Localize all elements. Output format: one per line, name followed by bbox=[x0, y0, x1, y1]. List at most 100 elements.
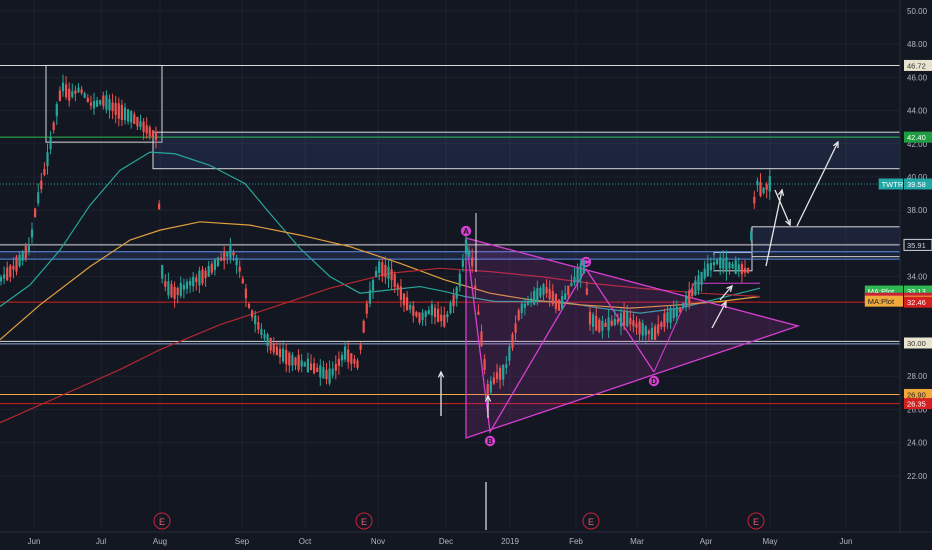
candle bbox=[381, 259, 384, 283]
candle-body bbox=[570, 282, 573, 287]
candle bbox=[561, 290, 564, 311]
time-tick-label: Jun bbox=[840, 537, 853, 546]
candle-body bbox=[644, 326, 647, 336]
candle-body bbox=[229, 244, 232, 259]
candle-body bbox=[80, 89, 83, 94]
candle-body bbox=[406, 297, 409, 311]
candle bbox=[443, 306, 446, 329]
candle bbox=[185, 278, 189, 294]
candle-body bbox=[371, 279, 375, 291]
candle-body bbox=[105, 95, 108, 110]
candle-body bbox=[288, 352, 291, 366]
candle-body bbox=[678, 307, 681, 312]
candle bbox=[477, 304, 480, 315]
candle bbox=[43, 162, 46, 177]
earnings-icon bbox=[153, 512, 171, 530]
candle bbox=[30, 222, 34, 244]
candle bbox=[154, 126, 158, 149]
candle bbox=[9, 264, 12, 283]
arrow-annotations[interactable] bbox=[437, 140, 839, 530]
candle-body bbox=[697, 275, 700, 291]
candle-body bbox=[756, 180, 759, 186]
candle-body bbox=[291, 355, 294, 366]
candle bbox=[130, 109, 133, 129]
candle bbox=[675, 300, 678, 324]
candle-body bbox=[759, 182, 762, 197]
time-tick-label: 2019 bbox=[501, 537, 519, 546]
candle-body bbox=[213, 260, 216, 271]
candle bbox=[508, 343, 511, 366]
candlestick-series[interactable] bbox=[0, 74, 771, 399]
candle bbox=[703, 260, 706, 281]
candle bbox=[688, 281, 691, 310]
price-tag-value: 35.91 bbox=[907, 241, 926, 250]
price-tag-prefix: TWTR bbox=[882, 180, 904, 189]
candle-body bbox=[626, 311, 629, 327]
candle-body bbox=[189, 280, 192, 286]
candle-body bbox=[275, 346, 278, 356]
time-tick-label: Sep bbox=[235, 537, 250, 546]
candle-body bbox=[461, 260, 464, 267]
candle-body bbox=[99, 100, 102, 105]
candle bbox=[641, 319, 644, 341]
price-tag-value: 32.46 bbox=[907, 298, 926, 307]
candle bbox=[533, 286, 536, 306]
candle bbox=[49, 131, 52, 155]
candle-body bbox=[443, 315, 446, 327]
candle-body bbox=[238, 266, 241, 272]
candle bbox=[678, 306, 681, 314]
candle-body bbox=[632, 320, 635, 327]
candle-body bbox=[511, 333, 514, 348]
candle-body bbox=[83, 93, 86, 98]
candle-body bbox=[61, 82, 65, 92]
candle bbox=[468, 246, 471, 259]
candle bbox=[626, 304, 629, 328]
candle bbox=[232, 249, 235, 262]
candle bbox=[204, 267, 207, 287]
candle-body bbox=[164, 280, 167, 287]
candle bbox=[402, 292, 406, 312]
candle bbox=[300, 353, 303, 373]
candle-body bbox=[173, 286, 176, 299]
candle bbox=[182, 278, 185, 299]
candle-body bbox=[694, 280, 697, 296]
candle-body bbox=[539, 287, 542, 297]
candle bbox=[743, 260, 747, 277]
candle-body bbox=[117, 103, 120, 119]
candle-body bbox=[641, 323, 644, 336]
candle-body bbox=[489, 381, 492, 393]
candle-body bbox=[582, 260, 585, 274]
time-axis[interactable]: Jun Jul Aug Sep Oct Nov Dec 2019 Feb Mar Apr May Jun bbox=[0, 531, 932, 546]
candle bbox=[313, 357, 316, 375]
candle-body bbox=[74, 90, 77, 94]
candle bbox=[297, 349, 300, 373]
candle-body bbox=[650, 327, 654, 340]
resistance-zone bbox=[152, 131, 901, 170]
candle-body bbox=[526, 301, 530, 305]
candle-body bbox=[235, 257, 238, 266]
candle-body bbox=[306, 358, 309, 373]
candle bbox=[136, 116, 139, 130]
ma-red-line bbox=[0, 267, 761, 424]
candle bbox=[105, 90, 108, 114]
candle-body bbox=[716, 259, 719, 265]
candle bbox=[362, 319, 365, 334]
price-tag-prefix: MA:Plot bbox=[868, 297, 895, 306]
candle-body bbox=[368, 290, 371, 304]
price-tag: 42.40 bbox=[904, 131, 932, 143]
candle bbox=[251, 309, 254, 322]
candle bbox=[480, 324, 483, 348]
price-tag: 46.72 bbox=[904, 59, 932, 71]
candle-body bbox=[657, 324, 660, 334]
time-tick-label: May bbox=[762, 537, 777, 546]
price-axis[interactable]: 50.0048.0046.0044.0042.0040.0038.0036.00… bbox=[899, 0, 932, 550]
candle bbox=[564, 285, 567, 301]
candle bbox=[514, 315, 517, 342]
candle bbox=[551, 284, 554, 307]
candle bbox=[446, 310, 449, 323]
candle bbox=[179, 276, 182, 299]
candle bbox=[629, 309, 632, 331]
arrow-shaft bbox=[765, 189, 783, 267]
